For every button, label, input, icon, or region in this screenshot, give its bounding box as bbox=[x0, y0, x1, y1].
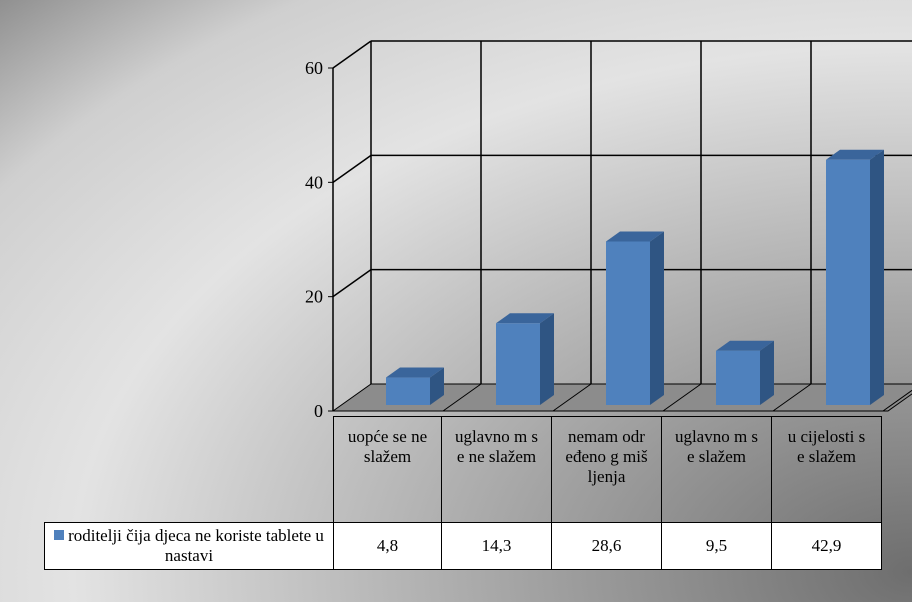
legend-swatch bbox=[54, 530, 65, 540]
category-label: uopće se ne slažem bbox=[333, 416, 442, 523]
bar-side bbox=[430, 367, 444, 405]
category-label: u cijelosti se slažem bbox=[771, 416, 882, 523]
category-row: uopće se ne slažem uglavno m se ne slaže… bbox=[44, 416, 882, 523]
series-name: roditelji čija djeca ne koriste tablete … bbox=[68, 526, 324, 565]
bar-front bbox=[716, 350, 760, 405]
legend-entry: roditelji čija djeca ne koriste tablete … bbox=[44, 522, 334, 570]
bar bbox=[716, 340, 774, 405]
category-label: uglavno m se ne slažem bbox=[441, 416, 552, 523]
y-tick-label: 60 bbox=[305, 58, 323, 78]
bar-top bbox=[716, 340, 774, 351]
value-cell: 28,6 bbox=[551, 522, 662, 570]
category-label: uglavno m se slažem bbox=[661, 416, 772, 523]
y-tick-label: 0 bbox=[314, 401, 323, 421]
floor-divider bbox=[662, 383, 702, 412]
bar bbox=[606, 231, 664, 405]
bar bbox=[386, 367, 444, 405]
bar-front bbox=[496, 323, 540, 405]
bar-side bbox=[870, 149, 884, 405]
gridline-side bbox=[332, 40, 372, 69]
floor-divider bbox=[882, 389, 912, 412]
bar-top bbox=[386, 367, 444, 378]
bar bbox=[826, 149, 884, 405]
bar-top bbox=[496, 313, 554, 324]
y-tick-label: 40 bbox=[305, 172, 323, 192]
value-cell: 14,3 bbox=[441, 522, 552, 570]
value-cell: 9,5 bbox=[661, 522, 772, 570]
bar-side bbox=[540, 313, 554, 405]
gridline-side bbox=[332, 269, 372, 298]
bar-front bbox=[606, 241, 650, 405]
table-corner bbox=[44, 416, 334, 523]
y-tick-label: 20 bbox=[305, 287, 323, 307]
category-label: nemam određeno g mišljenja bbox=[551, 416, 662, 523]
bar bbox=[496, 313, 554, 405]
value-cell: 4,8 bbox=[333, 522, 442, 570]
series-row: roditelji čija djeca ne koriste tablete … bbox=[44, 522, 882, 570]
bar-front bbox=[826, 159, 870, 405]
bar-side bbox=[650, 231, 664, 405]
bar-front bbox=[386, 377, 430, 405]
data-table: uopće se ne slažem uglavno m se ne slaže… bbox=[44, 416, 882, 570]
value-cell: 42,9 bbox=[771, 522, 882, 570]
floor-divider bbox=[442, 383, 482, 412]
gridline-side bbox=[332, 154, 372, 183]
floor-divider bbox=[772, 383, 812, 412]
bar-side bbox=[760, 340, 774, 405]
bar-top bbox=[606, 231, 664, 242]
bar-top bbox=[826, 149, 884, 160]
floor-divider bbox=[552, 383, 592, 412]
